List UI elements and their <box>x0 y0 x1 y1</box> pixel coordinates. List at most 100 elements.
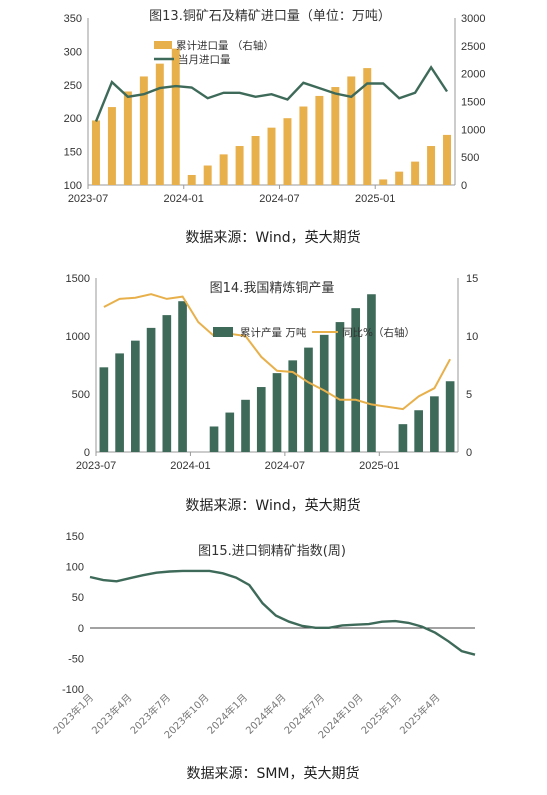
chart14-bar <box>115 353 124 452</box>
chart14-right-tick: 0 <box>466 447 472 459</box>
chart13-bar <box>171 48 180 185</box>
chart14-bar <box>99 367 109 452</box>
chart13-monthly-import-line <box>94 65 449 122</box>
chart14-bar <box>367 294 376 452</box>
chart13-bar <box>315 95 324 185</box>
chart14-left-tick: 0 <box>84 447 90 459</box>
chart13-legend-label-line: 当月进口量 <box>178 53 231 66</box>
chart15-x-tick: 2025年4月 <box>397 691 443 737</box>
chart13-right-tick: 500 <box>461 152 479 164</box>
chart13-x-tick: 2023-07 <box>68 193 108 205</box>
chart13-bar <box>363 68 372 185</box>
chart14-x-tick: 2023-07 <box>76 460 116 472</box>
chart14-bar <box>241 399 250 452</box>
chart13-bar <box>251 136 260 185</box>
chart13-right-tick: 2500 <box>461 41 485 53</box>
chart14-title: 图14.我国精炼铜产量 <box>210 281 335 296</box>
chart13-bar <box>267 127 276 185</box>
chart13-legend-label-bar: 累计进口量 （右轴） <box>176 39 274 52</box>
chart14-bar <box>398 424 408 452</box>
chart-15: -100-500501001502023年1月2023年4月2023年7月202… <box>50 531 476 782</box>
chart13-bar <box>347 76 356 185</box>
chart13-bar <box>427 146 436 185</box>
chart13-bar <box>139 76 148 185</box>
chart13-left-tick: 250 <box>64 80 82 92</box>
chart14-x-tick: 2025-01 <box>359 460 399 472</box>
chart-13: 100 150 200 250 300 350 0 500 1000 1500 2000 2500 30… <box>64 9 486 246</box>
chart13-legend: 累计进口量 （右轴） 当月进口量 <box>154 39 274 66</box>
chart14-bar <box>146 327 156 452</box>
chart14-bar <box>225 412 235 452</box>
chart13-bar <box>379 179 388 185</box>
chart14-legend-label-line: 同比%（右轴） <box>342 326 415 339</box>
chart15-source: 数据来源：SMM，英大期货 <box>186 765 359 782</box>
chart13-bar <box>123 91 132 185</box>
chart13-right-tick: 1500 <box>461 97 485 109</box>
chart13-x-tick: 2024-01 <box>164 193 204 205</box>
chart13-bar <box>235 146 244 185</box>
chart-14: 0 500 1000 1500 0 5 10 15 2023-07 2024-01 2024-07 2… <box>66 273 479 514</box>
chart14-bar <box>304 347 313 452</box>
chart14-bar <box>430 396 439 452</box>
chart13-legend-swatch-bar <box>154 41 172 49</box>
chart14-bar <box>445 381 455 452</box>
chart13-bar <box>91 120 100 185</box>
chart13-left-tick: 100 <box>64 180 82 192</box>
chart14-bar <box>335 322 345 452</box>
chart14-legend-swatch-bar <box>213 327 233 337</box>
chart14-right-tick: 10 <box>466 331 478 343</box>
chart13-title: 图13.铜矿石及精矿进口量（单位：万吨） <box>149 9 391 24</box>
chart14-x-tick: 2024-07 <box>265 460 305 472</box>
chart14-bar <box>131 340 140 452</box>
chart14-bar <box>414 410 423 452</box>
chart14-bar <box>319 334 329 452</box>
chart14-legend-label-bar: 累计产量 万吨 <box>240 326 307 339</box>
chart14-source: 数据来源：Wind，英大期货 <box>185 497 360 514</box>
chart13-right-tick: 1000 <box>461 124 485 136</box>
chart15-x-tick: 2024年1月 <box>204 691 250 737</box>
chart13-left-tick: 200 <box>64 113 82 125</box>
chart15-title: 图15.进口铜精矿指数(周) <box>198 544 346 559</box>
chart15-x-tick: 2024年4月 <box>243 691 289 737</box>
chart14-bar <box>178 301 187 452</box>
chart13-bar <box>395 171 404 185</box>
chart14-left-tick: 1000 <box>66 331 90 343</box>
chart15-y-tick: -50 <box>68 653 84 665</box>
chart14-bar <box>256 387 266 452</box>
chart13-bar <box>299 106 308 185</box>
chart13-right-tick: 3000 <box>461 13 485 25</box>
chart13-right-tick: 0 <box>461 180 467 192</box>
chart13-x-tick: 2024-07 <box>259 193 299 205</box>
chart15-x-tick: 2025年1月 <box>358 691 404 737</box>
chart13-left-tick: 150 <box>64 147 82 159</box>
chart15-y-tick: 100 <box>66 562 84 574</box>
chart14-x-tick: 2024-01 <box>170 460 210 472</box>
chart13-right-tick: 2000 <box>461 69 485 81</box>
chart14-left-tick: 1500 <box>66 273 90 285</box>
chart13-bar <box>283 118 292 185</box>
chart15-x-tick: 2023年1月 <box>50 691 96 737</box>
chart13-source: 数据来源：Wind，英大期货 <box>185 229 360 246</box>
chart14-right-tick: 15 <box>466 273 478 285</box>
chart14-yoy-line <box>103 293 451 411</box>
chart13-bar <box>107 107 116 185</box>
chart13-bar <box>411 161 420 185</box>
chart15-y-tick: 50 <box>72 592 84 604</box>
chart14-bar <box>162 315 172 452</box>
chart13-left-tick: 300 <box>64 46 82 58</box>
chart15-y-tick: -100 <box>62 684 84 696</box>
chart14-right-tick: 5 <box>466 389 472 401</box>
chart13-x-tick: 2025-01 <box>355 193 395 205</box>
chart13-bar <box>187 174 196 185</box>
chart14-bar <box>288 360 298 452</box>
chart13-bar <box>331 87 340 185</box>
chart13-bar <box>443 134 452 185</box>
chart15-y-tick: 0 <box>78 623 84 635</box>
chart14-left-tick: 500 <box>72 389 90 401</box>
chart13-bar <box>219 154 228 185</box>
chart15-x-tick: 2023年4月 <box>89 691 135 737</box>
chart13-bar <box>203 165 212 185</box>
chart14-legend: 累计产量 万吨 同比%（右轴） <box>213 326 415 339</box>
chart14-bar <box>351 308 361 452</box>
